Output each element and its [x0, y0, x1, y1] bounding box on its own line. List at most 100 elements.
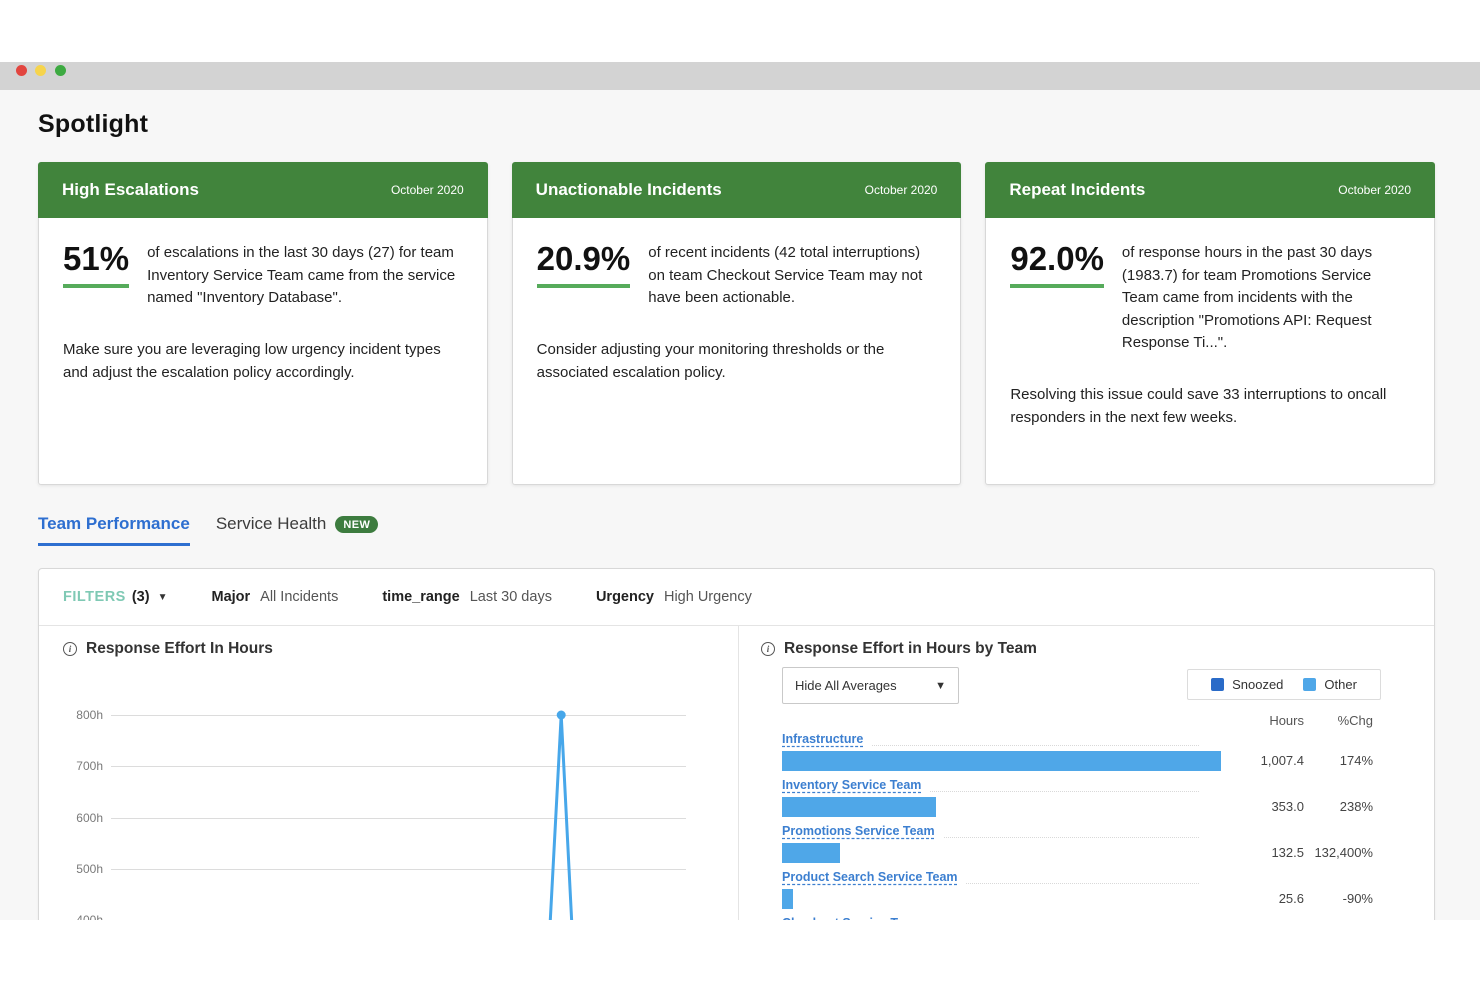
right-chart-title: i Response Effort in Hours by Team: [761, 640, 1037, 658]
legend-label: Other: [1324, 677, 1357, 692]
row-leader-line: [782, 745, 1199, 746]
averages-dropdown[interactable]: Hide All Averages ▼: [782, 667, 959, 704]
card-advice: Consider adjusting your monitoring thres…: [536, 340, 885, 381]
filter-name: time_range: [382, 589, 460, 605]
card-unactionable-incidents: Unactionable Incidents October 2020 20.9…: [511, 162, 962, 485]
chevron-down-icon: ▼: [935, 679, 946, 692]
team-link-infrastructure[interactable]: Infrastructure: [782, 732, 872, 746]
team-link-inventory-service-team[interactable]: Inventory Service Team: [782, 778, 930, 792]
card-title: High Escalations: [62, 180, 199, 199]
card-date: October 2020: [390, 183, 464, 197]
filter-major[interactable]: Major All Incidents: [211, 589, 338, 605]
filter-name: Major: [211, 589, 251, 605]
bar-infrastructure[interactable]: [782, 751, 1221, 771]
hours-value: 353.0: [1271, 799, 1304, 814]
hours-value: 132.5: [1271, 845, 1304, 860]
other-swatch-icon: [1303, 678, 1317, 691]
pct-change-value: 132,400%: [1314, 845, 1373, 860]
legend-item-other[interactable]: Other: [1303, 677, 1357, 692]
left-chart-title: i Response Effort In Hours: [63, 640, 273, 658]
stat-description: of response hours in the past 30 days (1…: [1121, 244, 1373, 351]
gridline: [111, 818, 686, 819]
filters-label: FILTERS: [63, 589, 126, 605]
gridline: [111, 715, 686, 716]
pct-change-value: 174%: [1339, 753, 1373, 768]
stat-value: 20.9%: [536, 242, 631, 288]
y-axis-tick: 400h: [76, 913, 103, 920]
pct-change-value: -90%: [1342, 891, 1373, 906]
column-header-pctchg: %Chg: [1337, 713, 1373, 728]
line-peak-point: [556, 710, 566, 720]
filters-button[interactable]: FILTERS (3) ▼: [63, 589, 167, 605]
filters-bar: FILTERS (3) ▼ Major All Incidents time_r…: [39, 569, 1434, 626]
filters-count: (3): [131, 589, 150, 605]
window-titlebar: [0, 62, 1480, 90]
y-axis-tick: 700h: [76, 759, 103, 773]
page-title: Spotlight: [38, 110, 149, 138]
dropdown-value: Hide All Averages: [795, 678, 897, 693]
y-axis-tick: 500h: [76, 862, 103, 876]
filter-urgency[interactable]: Urgency High Urgency: [596, 589, 752, 605]
team-link-product-search-service-team[interactable]: Product Search Service Team: [782, 870, 966, 884]
card-date: October 2020: [864, 183, 938, 197]
card-advice: Make sure you are leveraging low urgency…: [63, 340, 441, 381]
card-body: 20.9% of recent incidents (42 total inte…: [511, 218, 962, 485]
traffic-light-minimize-icon[interactable]: [35, 65, 46, 76]
card-header: Repeat Incidents October 2020: [985, 162, 1436, 218]
chart-title-text: Response Effort In Hours: [86, 640, 273, 657]
row-leader-line: [782, 837, 1199, 838]
hours-value: 1,007.4: [1260, 753, 1304, 768]
tab-label: Service Health: [215, 514, 327, 533]
spotlight-cards-row: High Escalations October 2020 51% of esc…: [38, 162, 1436, 485]
response-effort-line-chart[interactable]: [111, 705, 686, 920]
stat-value: 51%: [63, 242, 130, 288]
filter-value: All Incidents: [260, 589, 339, 605]
gridline: [111, 869, 686, 870]
filter-value: High Urgency: [663, 589, 752, 605]
filter-name: Urgency: [595, 589, 654, 605]
tab-label: Team Performance: [38, 514, 190, 533]
filter-time-range[interactable]: time_range Last 30 days: [382, 589, 552, 605]
info-icon[interactable]: i: [761, 642, 775, 656]
analytics-tabs: Team Performance Service Health NEW: [38, 514, 379, 546]
card-header: Unactionable Incidents October 2020: [511, 162, 962, 218]
panel-divider: [738, 626, 739, 920]
tab-service-health[interactable]: Service Health NEW: [215, 514, 379, 543]
stat-value: 92.0%: [1010, 242, 1104, 288]
dashboard-content: Spotlight High Escalations October 2020 …: [0, 90, 1480, 920]
row-leader-line: [782, 883, 1199, 884]
y-axis-tick: 600h: [76, 811, 103, 825]
traffic-light-zoom-icon[interactable]: [55, 65, 66, 76]
card-date: October 2020: [1338, 183, 1412, 197]
bar-product-search-service-team[interactable]: [782, 889, 793, 909]
card-high-escalations: High Escalations October 2020 51% of esc…: [38, 162, 488, 485]
pct-change-value: 238%: [1339, 799, 1373, 814]
team-link-promotions-service-team[interactable]: Promotions Service Team: [782, 824, 943, 838]
team-link-checkout-service-team[interactable]: Checkout Service Team: [782, 916, 931, 920]
legend-label: Snoozed: [1232, 677, 1284, 692]
legend-item-snoozed[interactable]: Snoozed: [1211, 677, 1283, 692]
row-leader-line: [782, 791, 1199, 792]
card-title: Repeat Incidents: [1009, 180, 1146, 199]
snoozed-swatch-icon: [1211, 678, 1225, 691]
chevron-down-icon: ▼: [157, 591, 168, 603]
bar-inventory-service-team[interactable]: [782, 797, 936, 817]
stat-description: of escalations in the last 30 days (27) …: [147, 244, 456, 306]
column-header-hours: Hours: [1269, 713, 1304, 728]
info-icon[interactable]: i: [63, 642, 77, 656]
card-body: 92.0% of response hours in the past 30 d…: [985, 218, 1436, 485]
tab-team-performance[interactable]: Team Performance: [38, 514, 190, 546]
chart-legend: Snoozed Other: [1187, 669, 1381, 700]
card-advice: Resolving this issue could save 33 inter…: [1010, 385, 1387, 426]
stat-description: of recent incidents (42 total interrupti…: [648, 244, 923, 306]
hours-value: 25.6: [1278, 891, 1304, 906]
y-axis-tick: 800h: [76, 708, 103, 722]
card-title: Unactionable Incidents: [535, 180, 722, 199]
filter-value: Last 30 days: [469, 589, 552, 605]
bar-promotions-service-team[interactable]: [782, 843, 840, 863]
card-header: High Escalations October 2020: [38, 162, 488, 218]
traffic-light-close-icon[interactable]: [16, 65, 27, 76]
chart-title-text: Response Effort in Hours by Team: [784, 640, 1037, 657]
new-badge: NEW: [335, 515, 379, 533]
card-body: 51% of escalations in the last 30 days (…: [38, 218, 488, 485]
